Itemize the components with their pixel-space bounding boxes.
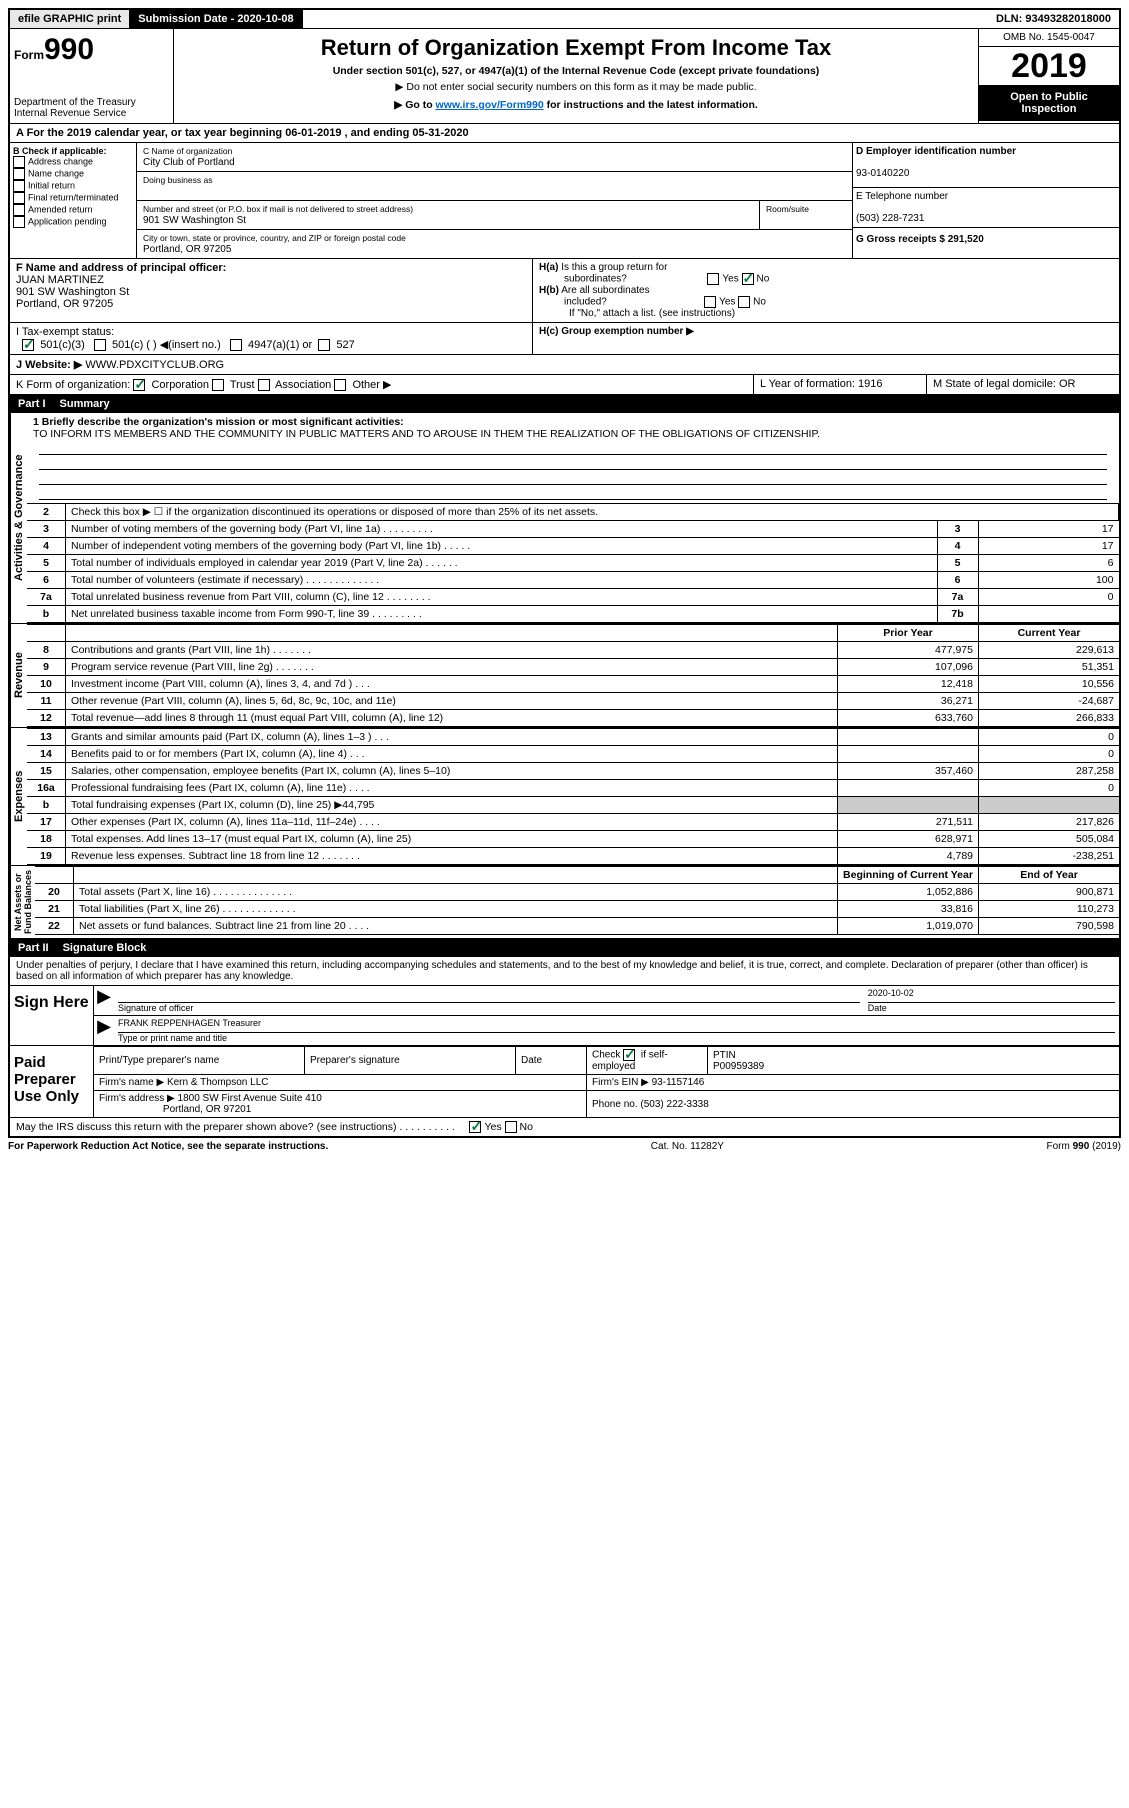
tax-year: 2019	[979, 47, 1119, 85]
checkbox-amended[interactable]	[13, 204, 25, 216]
form-title: Return of Organization Exempt From Incom…	[180, 35, 972, 61]
efile-print-btn[interactable]: efile GRAPHIC print	[10, 10, 130, 28]
arrow-icon: ▶	[94, 1016, 114, 1045]
penalties-text: Under penalties of perjury, I declare th…	[10, 957, 1119, 986]
city-state-zip: Portland, OR 97205	[143, 244, 231, 255]
vert-revenue: Revenue	[10, 624, 27, 727]
officer-addr1: 901 SW Washington St	[16, 286, 129, 298]
paid-preparer-label: Paid Preparer Use Only	[10, 1046, 94, 1117]
revenue-section: Revenue Prior YearCurrent Year8Contribut…	[10, 624, 1119, 728]
discuss-no[interactable]	[505, 1121, 517, 1133]
box-c: C Name of organization City Club of Port…	[137, 143, 853, 258]
officer-name: JUAN MARTINEZ	[16, 274, 104, 286]
discuss-row: May the IRS discuss this return with the…	[10, 1118, 1119, 1136]
checkbox-addr-change[interactable]	[13, 156, 25, 168]
ha-no[interactable]	[742, 273, 754, 285]
website: WWW.PDXCITYCLUB.ORG	[82, 359, 224, 371]
footer-form: Form 990 (2019)	[1047, 1141, 1121, 1152]
discuss-yes[interactable]	[469, 1121, 481, 1133]
hb-no[interactable]	[738, 296, 750, 308]
self-employed-check[interactable]	[623, 1049, 635, 1061]
row-j: J Website: ▶ WWW.PDXCITYCLUB.ORG	[10, 355, 1119, 375]
dept-treasury: Department of the Treasury Internal Reve…	[14, 97, 169, 119]
ptin: P00959389	[713, 1061, 764, 1072]
open-public: Open to Public Inspection	[979, 85, 1119, 121]
org-name: City Club of Portland	[143, 157, 235, 168]
governance-table: 2Check this box ▶ ☐ if the organization …	[27, 503, 1119, 623]
501c3-check[interactable]	[22, 339, 34, 351]
activities-governance: Activities & Governance 1 Briefly descri…	[10, 413, 1119, 624]
gross-receipts: G Gross receipts $ 291,520	[856, 234, 984, 245]
firm-ein: 93-1157146	[652, 1077, 705, 1088]
trust-check[interactable]	[212, 379, 224, 391]
mission-text: TO INFORM ITS MEMBERS AND THE COMMUNITY …	[33, 428, 820, 440]
ha-yes[interactable]	[707, 273, 719, 285]
vert-activities: Activities & Governance	[10, 413, 27, 623]
submission-date: Submission Date - 2020-10-08	[130, 10, 302, 28]
net-assets-section: Net Assets orFund Balances Beginning of …	[10, 866, 1119, 939]
dln: DLN: 93493282018000	[303, 10, 1119, 28]
sign-here-section: Sign Here ▶ Signature of officer 2020-10…	[10, 986, 1119, 1046]
row-klm: K Form of organization: Corporation Trus…	[10, 375, 1119, 395]
4947-check[interactable]	[230, 339, 242, 351]
officer-addr2: Portland, OR 97205	[16, 298, 113, 310]
row-fh: F Name and address of principal officer:…	[10, 259, 1119, 323]
checkbox-final[interactable]	[13, 192, 25, 204]
501c-check[interactable]	[94, 339, 106, 351]
sign-here-label: Sign Here	[10, 986, 94, 1045]
firm-addr2: Portland, OR 97201	[163, 1104, 251, 1115]
firm-addr1: 1800 SW First Avenue Suite 410	[178, 1093, 322, 1104]
form-header: Form990 Department of the Treasury Inter…	[10, 29, 1119, 124]
checkbox-initial[interactable]	[13, 180, 25, 192]
net-assets-table: Beginning of Current YearEnd of Year20To…	[35, 866, 1119, 935]
subtitle-3: ▶ Go to www.irs.gov/Form990 for instruct…	[180, 99, 972, 111]
street-address: 901 SW Washington St	[143, 215, 246, 226]
assoc-check[interactable]	[258, 379, 270, 391]
form-container: efile GRAPHIC print Submission Date - 20…	[8, 8, 1121, 1138]
other-check[interactable]	[334, 379, 346, 391]
vert-expenses: Expenses	[10, 728, 27, 865]
state-domicile: M State of legal domicile: OR	[927, 375, 1119, 394]
part2-header: Part IISignature Block	[10, 939, 1119, 957]
arrow-icon: ▶	[94, 986, 114, 1015]
part1-header: Part ISummary	[10, 395, 1119, 413]
sign-date: 2020-10-02	[868, 988, 1115, 1003]
form-number: Form990	[14, 33, 169, 67]
firm-phone: (503) 222-3338	[640, 1099, 708, 1110]
hb-yes[interactable]	[704, 296, 716, 308]
footer-cat: Cat. No. 11282Y	[651, 1141, 724, 1152]
row-a-period: A For the 2019 calendar year, or tax yea…	[10, 124, 1119, 143]
corp-check[interactable]	[133, 379, 145, 391]
box-d-label: D Employer identification number	[856, 146, 1016, 157]
expenses-section: Expenses 13Grants and similar amounts pa…	[10, 728, 1119, 866]
checkbox-pending[interactable]	[13, 216, 25, 228]
page-footer: For Paperwork Reduction Act Notice, see …	[8, 1138, 1121, 1155]
subtitle-2: ▶ Do not enter social security numbers o…	[180, 81, 972, 93]
telephone: (503) 228-7231	[856, 213, 924, 224]
footer-left: For Paperwork Reduction Act Notice, see …	[8, 1141, 328, 1152]
boxes-bcd: B Check if applicable: Address change Na…	[10, 143, 1119, 259]
year-formation: L Year of formation: 1916	[754, 375, 927, 394]
vert-net-assets: Net Assets orFund Balances	[10, 866, 35, 938]
omb-number: OMB No. 1545-0047	[979, 29, 1119, 47]
officer-sig-name: FRANK REPPENHAGEN Treasurer	[118, 1018, 261, 1028]
expenses-table: 13Grants and similar amounts paid (Part …	[27, 728, 1119, 865]
paid-preparer-section: Paid Preparer Use Only Print/Type prepar…	[10, 1046, 1119, 1118]
checkbox-name-change[interactable]	[13, 168, 25, 180]
box-b: B Check if applicable: Address change Na…	[10, 143, 137, 258]
firm-name: Kern & Thompson LLC	[167, 1077, 269, 1088]
ein: 93-0140220	[856, 168, 909, 179]
527-check[interactable]	[318, 339, 330, 351]
irs-link[interactable]: www.irs.gov/Form990	[436, 99, 544, 111]
revenue-table: Prior YearCurrent Year8Contributions and…	[27, 624, 1119, 727]
box-e-label: E Telephone number	[856, 191, 948, 202]
subtitle-1: Under section 501(c), 527, or 4947(a)(1)…	[180, 65, 972, 77]
row-i: I Tax-exempt status: 501(c)(3) 501(c) ( …	[10, 323, 1119, 355]
top-bar: efile GRAPHIC print Submission Date - 20…	[10, 10, 1119, 29]
